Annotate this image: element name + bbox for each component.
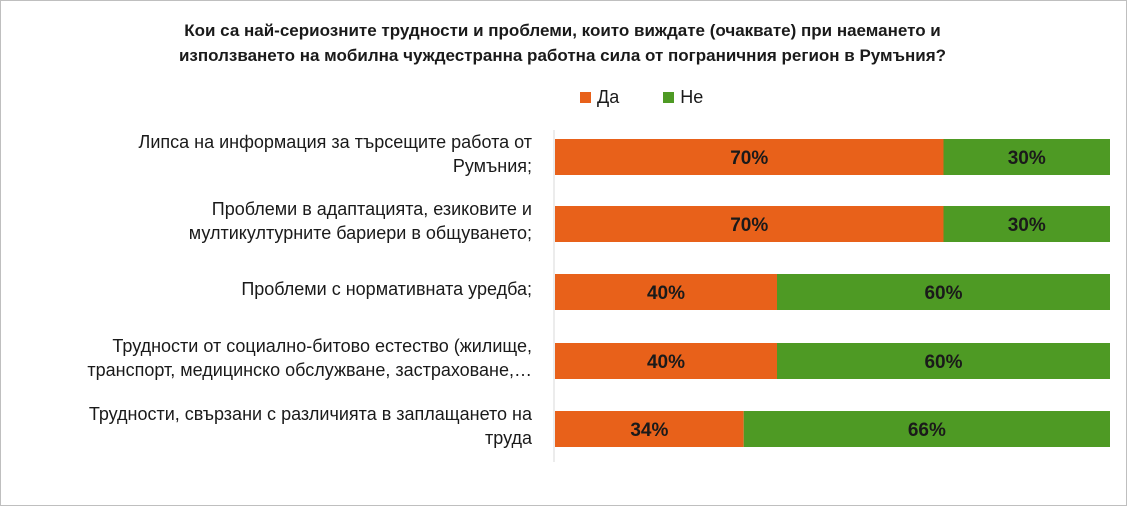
bar-value-label: 60% bbox=[924, 283, 962, 304]
category-label-line: Липса на информация за търсещите работа … bbox=[138, 132, 532, 152]
bar-segment-ne bbox=[777, 274, 1110, 310]
category-label-line: Трудности, свързани с различията в запла… bbox=[88, 404, 532, 424]
bar-value-label: 60% bbox=[924, 352, 962, 373]
bar-segment-ne bbox=[943, 206, 1110, 242]
bar-value-label: 40% bbox=[647, 283, 685, 304]
bar-segment-ne bbox=[777, 343, 1110, 379]
category-label: Липса на информация за търсещите работа … bbox=[20, 130, 532, 178]
bar-segment-da bbox=[555, 274, 777, 310]
bar-segment-ne bbox=[943, 139, 1110, 175]
category-label: Проблеми в адаптацията, езиковите и мулт… bbox=[20, 197, 532, 245]
bar-value-label: 70% bbox=[730, 148, 768, 169]
bar-segment-da bbox=[555, 139, 944, 175]
category-label-line: транспорт, медицинско обслужване, застра… bbox=[87, 360, 532, 380]
category-label-line: Румъния; bbox=[452, 156, 532, 176]
legend-swatch-da bbox=[580, 91, 591, 103]
bar-segment-da bbox=[555, 411, 744, 447]
category-label-line: труда bbox=[485, 428, 532, 448]
category-label: Трудности, свързани с различията в запла… bbox=[20, 402, 532, 450]
legend-label-ne: Не bbox=[680, 86, 704, 107]
legend-swatch-ne bbox=[663, 91, 675, 103]
category-label-line: Проблеми в адаптацията, езиковите и bbox=[211, 199, 532, 219]
legend-item-ne: Не bbox=[663, 87, 703, 108]
bar-value-label: 66% bbox=[908, 420, 946, 441]
category-label-line: мултикултурните бариери в общуването; bbox=[188, 223, 532, 243]
bar-segment-da bbox=[555, 343, 777, 379]
legend-item-da: Да bbox=[580, 87, 619, 108]
bar-value-label: 34% bbox=[630, 420, 668, 441]
category-label-line: Проблеми с нормативната уредба; bbox=[241, 279, 532, 299]
chart-title: Кои са най-сериозните трудности и пробле… bbox=[40, 18, 1085, 68]
chart-legend: Да Не bbox=[580, 86, 747, 108]
bar-value-label: 70% bbox=[730, 215, 768, 236]
legend-label-da: Да bbox=[597, 86, 620, 107]
chart-title-line-1: Кои са най-сериозните трудности и пробле… bbox=[184, 21, 941, 40]
bar-segment-ne bbox=[743, 411, 1110, 447]
bar-segment-da bbox=[555, 206, 944, 242]
category-label: Проблеми с нормативната уредба; bbox=[20, 277, 532, 301]
bar-value-label: 30% bbox=[1008, 148, 1046, 169]
category-label: Трудности от социално-битово естество (ж… bbox=[20, 334, 532, 382]
bar-value-label: 40% bbox=[647, 352, 685, 373]
category-label-line: Трудности от социално-битово естество (ж… bbox=[112, 336, 532, 356]
chart-title-line-2: използването на мобилна чуждестранна раб… bbox=[178, 46, 947, 65]
bar-value-label: 30% bbox=[1008, 215, 1046, 236]
